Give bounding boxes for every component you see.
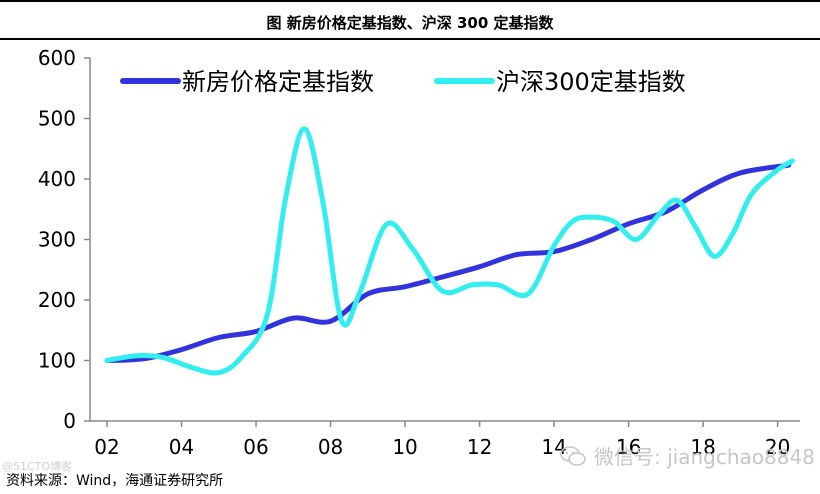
x-tick-label: 08 bbox=[318, 435, 343, 459]
y-tick-label: 0 bbox=[63, 409, 76, 433]
wechat-icon bbox=[560, 445, 586, 466]
x-tick-label: 16 bbox=[616, 435, 641, 459]
y-tick-label: 400 bbox=[38, 167, 76, 191]
x-tick-label: 10 bbox=[392, 435, 417, 459]
y-tick-label: 200 bbox=[38, 288, 76, 312]
series-line-new-home-price bbox=[104, 162, 792, 363]
wechat-watermark: 微信号: jiangchao8848 bbox=[560, 441, 815, 470]
x-tick-label: 14 bbox=[541, 435, 566, 459]
legend: 新房价格定基指数 沪深300定基指数 bbox=[120, 68, 686, 96]
figure-title-bar: 图 新房价格定基指数、沪深 300 定基指数 bbox=[0, 0, 820, 40]
watermark-text: 微信号: jiangchao8848 bbox=[594, 445, 815, 469]
corner-watermark: @51CTO博客 bbox=[2, 460, 73, 473]
x-axis: 02 04 06 08 10 12 14 16 18 20 bbox=[90, 420, 800, 459]
series-line-csi300 bbox=[104, 126, 795, 376]
x-tick-label: 04 bbox=[169, 435, 194, 459]
series-layer bbox=[104, 126, 795, 376]
source-note: 资料来源：Wind，海通证券研究所 bbox=[6, 473, 224, 489]
y-tick-label: 300 bbox=[38, 228, 76, 252]
y-tick-label: 100 bbox=[38, 349, 76, 373]
line-chart: 0 100 200 300 400 500 600 02 04 06 08 10 12 14 16 18 20… bbox=[38, 46, 800, 459]
x-tick-label: 06 bbox=[243, 435, 268, 459]
figure-title: 图 新房价格定基指数、沪深 300 定基指数 bbox=[266, 14, 554, 32]
y-tick-label: 600 bbox=[38, 46, 76, 70]
x-tick-label: 18 bbox=[690, 435, 715, 459]
y-tick-label: 500 bbox=[38, 107, 76, 131]
x-tick-label: 20 bbox=[765, 435, 790, 459]
legend-label-new-home-price: 新房价格定基指数 bbox=[182, 68, 374, 96]
legend-label-csi300: 沪深300定基指数 bbox=[496, 68, 686, 96]
x-tick-label: 02 bbox=[94, 435, 119, 459]
y-axis: 0 100 200 300 400 500 600 bbox=[38, 46, 91, 433]
x-tick-label: 12 bbox=[467, 435, 492, 459]
